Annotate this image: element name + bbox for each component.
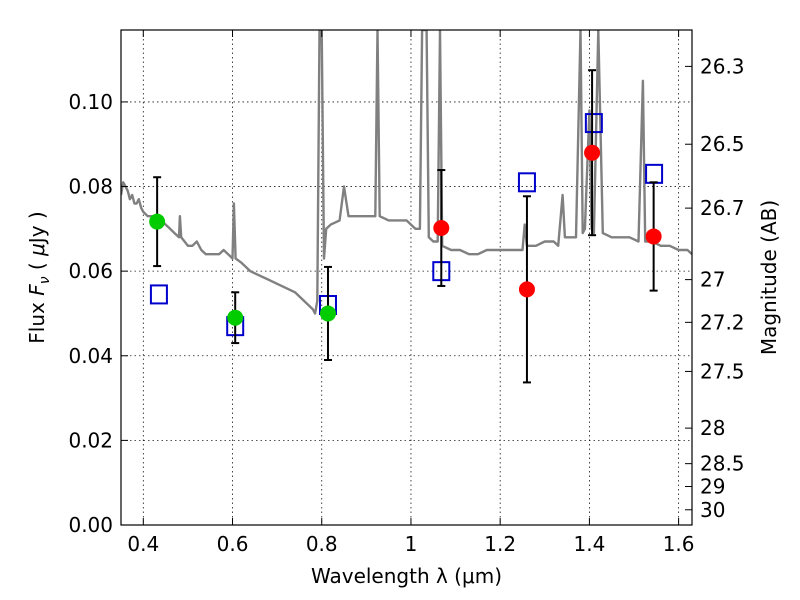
- y-title-part: Flux: [25, 296, 49, 344]
- right-tick-label: 26.5: [700, 132, 745, 156]
- y-tick-label: 0.08: [68, 175, 113, 199]
- y-axis-title: Flux Fν ( μJy ): [25, 211, 53, 343]
- right-tick-label: 28: [700, 416, 725, 440]
- model-point: [584, 113, 603, 134]
- right-tick-label: 27.5: [700, 359, 745, 383]
- x-tick-label: 0.8: [306, 532, 338, 556]
- right-tick-label: 26.3: [700, 54, 745, 78]
- right-axis-title: Magnitude (AB): [757, 200, 781, 355]
- y-tick-label: 0.00: [68, 513, 113, 537]
- y-title-subscript: ν: [37, 276, 53, 284]
- plot-frame: [120, 29, 693, 526]
- series-measurements: [433, 69, 662, 384]
- x-axis-title: Wavelength λ (μm): [311, 564, 502, 588]
- y-tick-label: 0.02: [68, 428, 113, 452]
- y-title-symbol: F: [25, 284, 49, 296]
- right-tick-label: 28.5: [700, 452, 745, 476]
- data-point: [227, 309, 244, 326]
- data-point: [149, 213, 166, 230]
- data-point: [584, 144, 601, 161]
- model-point: [517, 172, 536, 193]
- data-point: [645, 228, 662, 245]
- model-point: [149, 284, 168, 305]
- right-tick-label: 26.7: [700, 196, 745, 220]
- grid: [121, 30, 692, 526]
- x-tick-label: 1.2: [484, 532, 516, 556]
- x-tick-label: 1.4: [573, 532, 605, 556]
- series-detections: [149, 176, 336, 361]
- x-tick-label: 0.4: [127, 532, 159, 556]
- right-tick-label: 30: [700, 498, 725, 522]
- x-tick-label: 1.6: [663, 532, 695, 556]
- model-point: [645, 163, 664, 184]
- plot-area: [121, 30, 692, 384]
- y-tick-label: 0.04: [68, 344, 113, 368]
- spectrum-line: [121, 30, 692, 315]
- right-tick-label: 29: [700, 475, 725, 499]
- right-tick-label: 27: [700, 268, 725, 292]
- data-point: [433, 220, 450, 236]
- axes: 0.4 0.6 0.8 1 1.2 1.4 1.6 0.00 0.02 0.04 0.06 0.08 0…: [68, 30, 745, 556]
- y-title-part: Jy ): [25, 211, 49, 245]
- y-tick-label: 0.10: [68, 90, 113, 114]
- x-tick-label: 1: [405, 532, 418, 556]
- x-tick-label: 0.6: [217, 532, 249, 556]
- data-point: [319, 305, 336, 322]
- right-tick-label: 27.2: [700, 310, 745, 334]
- series-model-spectrum: [121, 30, 692, 315]
- y-tick-label: 0.06: [68, 259, 113, 283]
- data-point: [518, 281, 535, 298]
- y-title-part: (: [25, 256, 49, 277]
- y-title-symbol: μ: [25, 243, 49, 257]
